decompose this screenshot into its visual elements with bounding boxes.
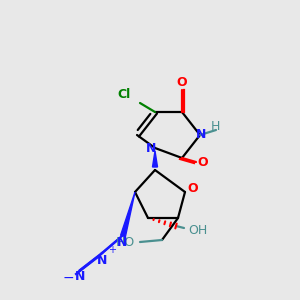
- Text: H: H: [210, 121, 220, 134]
- Text: +: +: [108, 245, 116, 255]
- Polygon shape: [121, 192, 135, 237]
- Text: N: N: [146, 142, 156, 155]
- Text: N: N: [196, 128, 206, 142]
- Text: N: N: [97, 254, 107, 266]
- Text: N: N: [75, 271, 85, 284]
- Text: O: O: [198, 155, 208, 169]
- Text: O: O: [188, 182, 198, 196]
- Text: N: N: [117, 236, 127, 250]
- Text: Cl: Cl: [117, 88, 130, 101]
- Polygon shape: [152, 151, 158, 167]
- Text: HO: HO: [116, 236, 135, 250]
- Text: O: O: [177, 76, 187, 89]
- Text: OH: OH: [188, 224, 208, 236]
- Text: −: −: [62, 271, 74, 285]
